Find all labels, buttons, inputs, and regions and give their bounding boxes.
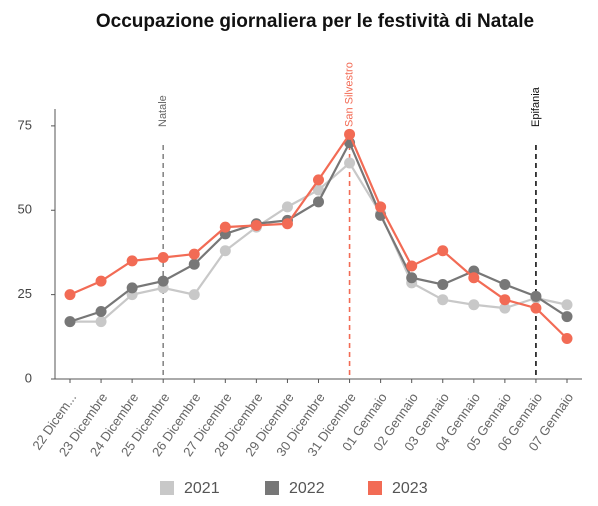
data-point bbox=[437, 245, 449, 257]
data-point bbox=[188, 258, 200, 270]
data-point bbox=[313, 174, 324, 186]
data-point bbox=[95, 316, 107, 328]
data-point bbox=[437, 294, 449, 306]
annotation-label: San Silvestro bbox=[343, 62, 355, 127]
data-point bbox=[468, 272, 480, 284]
data-point bbox=[250, 219, 262, 231]
data-point bbox=[64, 289, 76, 301]
data-point bbox=[561, 333, 573, 344]
annotation-label: Epifania bbox=[530, 86, 542, 127]
y-tick-label: 50 bbox=[18, 202, 32, 217]
legend-label: 2023 bbox=[392, 480, 428, 497]
data-point bbox=[64, 316, 76, 328]
data-point bbox=[281, 201, 293, 213]
data-point bbox=[188, 248, 200, 260]
data-point bbox=[344, 128, 356, 140]
annotation-label: Natale bbox=[157, 95, 169, 127]
y-tick-label: 0 bbox=[25, 370, 32, 385]
data-point bbox=[561, 299, 573, 311]
legend-label: 2022 bbox=[289, 480, 325, 497]
data-point bbox=[219, 221, 231, 233]
data-point bbox=[406, 272, 418, 284]
data-point bbox=[468, 299, 480, 311]
data-point bbox=[406, 260, 418, 272]
data-point bbox=[437, 279, 449, 290]
data-point bbox=[499, 279, 511, 290]
data-point bbox=[344, 157, 356, 169]
legend-label: 2021 bbox=[184, 480, 220, 497]
data-point bbox=[375, 201, 387, 213]
legend-swatch bbox=[160, 481, 174, 495]
legend-swatch bbox=[368, 481, 382, 495]
data-point bbox=[219, 245, 231, 257]
y-tick-label: 25 bbox=[18, 286, 32, 301]
data-point bbox=[157, 275, 169, 287]
data-point bbox=[95, 275, 107, 287]
data-point bbox=[561, 311, 573, 323]
data-point bbox=[313, 184, 324, 196]
data-point bbox=[499, 302, 511, 314]
legend-swatch bbox=[265, 481, 279, 495]
data-point bbox=[126, 255, 138, 267]
data-point bbox=[126, 282, 138, 294]
series-line bbox=[69, 140, 568, 323]
data-point bbox=[530, 290, 542, 302]
data-point bbox=[281, 218, 293, 230]
data-point bbox=[313, 196, 324, 208]
data-point bbox=[95, 306, 107, 317]
y-tick-label: 75 bbox=[18, 117, 32, 132]
data-point bbox=[188, 289, 200, 301]
data-point bbox=[499, 294, 511, 306]
chart-title: Occupazione giornaliera per le festività… bbox=[96, 11, 534, 32]
data-point bbox=[157, 252, 169, 263]
data-point bbox=[530, 302, 542, 314]
